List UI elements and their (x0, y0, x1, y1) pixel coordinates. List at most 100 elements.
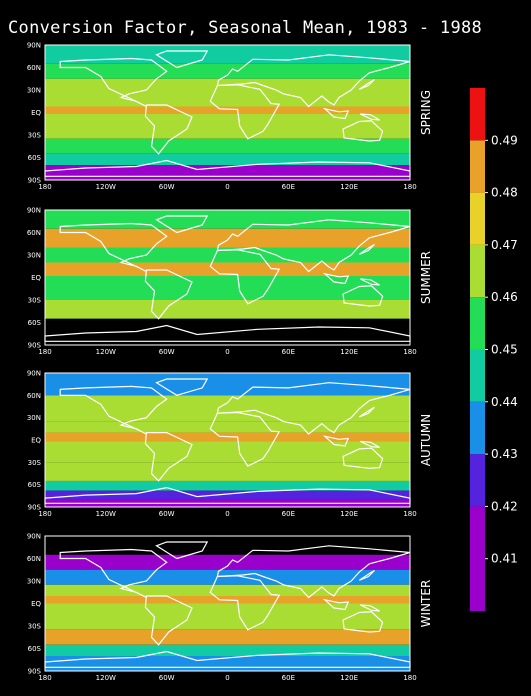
colorbar-label: 0.48 (491, 186, 518, 200)
coastline (358, 406, 375, 418)
coastline (59, 385, 168, 435)
zonal-band (45, 569, 410, 585)
y-tick-label: 90N (27, 370, 41, 378)
colorbar-segment (470, 454, 485, 507)
coastline (144, 432, 193, 482)
season-label: WINTER (419, 580, 433, 628)
zonal-band (45, 300, 410, 319)
zonal-band (45, 114, 410, 139)
y-tick-label: 60N (27, 64, 41, 72)
colorbar-label: 0.42 (491, 499, 518, 513)
coastline (44, 159, 411, 177)
y-tick-label: 90S (28, 504, 42, 512)
zonal-band (45, 276, 410, 300)
coastline (144, 269, 193, 320)
zonal-band (45, 78, 410, 98)
chart-title: Conversion Factor, Seasonal Mean, 1983 -… (8, 18, 483, 38)
y-tick-label: 60S (28, 154, 42, 162)
coastline (59, 548, 168, 599)
y-tick-label: 30S (28, 132, 42, 140)
x-tick-label: 60E (282, 183, 295, 191)
zonal-band (45, 247, 410, 263)
x-tick-label: 120W (96, 674, 116, 682)
zonal-band (45, 373, 410, 396)
x-tick-label: 0 (225, 183, 229, 191)
map-frame (44, 372, 411, 508)
zonal-band (45, 490, 410, 500)
map-frame (44, 535, 411, 672)
x-tick-label: 0 (225, 348, 229, 356)
x-tick-label: 180 (403, 348, 416, 356)
coastline (322, 435, 350, 447)
map-frame (44, 209, 411, 346)
x-tick-label: 60E (282, 674, 295, 682)
x-tick-label: 180 (38, 510, 51, 518)
y-tick-label: 90N (27, 42, 41, 50)
x-tick-label: 120E (340, 348, 358, 356)
coastline (216, 382, 411, 435)
coastline (360, 440, 380, 448)
y-tick-label: 30N (27, 87, 41, 95)
y-tick-label: 30S (28, 623, 42, 631)
colorbar-label: 0.41 (491, 552, 518, 566)
y-tick-label: 90S (28, 668, 42, 676)
y-tick-label: EQ (31, 109, 41, 117)
zonal-band (45, 153, 410, 165)
coastline (44, 486, 411, 504)
zonal-band (45, 210, 410, 229)
x-tick-label: 120E (340, 510, 358, 518)
colorbar-segment (470, 244, 485, 298)
coastline (209, 249, 281, 305)
y-tick-label: 60N (27, 392, 41, 400)
coastline (358, 243, 375, 255)
x-tick-label: 120E (340, 183, 358, 191)
coastline (44, 324, 411, 342)
colorbar-label: 0.49 (491, 133, 518, 147)
zonal-band (45, 106, 410, 114)
zonal-band (45, 554, 410, 570)
x-tick-label: 180 (38, 674, 51, 682)
coastline (59, 57, 168, 108)
map-frame (44, 44, 411, 181)
season-label: SPRING (419, 90, 433, 135)
coastline (155, 215, 209, 234)
x-tick-label: 60E (282, 348, 295, 356)
zonal-band (45, 45, 410, 64)
zonal-band (45, 629, 410, 645)
zonal-band (45, 644, 410, 656)
coastline (44, 650, 411, 668)
coastline (144, 595, 193, 646)
y-tick-label: EQ (31, 600, 41, 608)
colorbar-segment (470, 297, 485, 350)
y-tick-label: 30S (28, 297, 42, 305)
coastline (155, 378, 209, 396)
x-tick-label: 60E (282, 510, 295, 518)
season-label: SUMMER (419, 251, 433, 304)
y-tick-label: 60S (28, 319, 42, 327)
x-tick-label: 120W (96, 183, 116, 191)
coastline (322, 107, 350, 120)
x-tick-label: 0 (225, 674, 229, 682)
y-tick-label: 90S (28, 342, 42, 350)
colorbar-segment (470, 140, 485, 193)
y-tick-label: 30N (27, 252, 41, 260)
y-tick-label: 60N (27, 229, 41, 237)
x-tick-label: 60W (159, 348, 175, 356)
colorbar-label: 0.46 (491, 290, 518, 304)
y-tick-label: 90N (27, 533, 41, 541)
coastline (216, 54, 411, 108)
coastline (342, 611, 384, 633)
colorbar-segment (470, 506, 485, 611)
y-tick-label: 30N (27, 578, 41, 586)
y-tick-label: 30N (27, 414, 41, 422)
colorbar-segment (470, 349, 485, 402)
colorbar: 0.49 0.48 0.47 0.46 0.45 0.44 0.43 0.42 0.41 (470, 88, 518, 611)
coastline (209, 84, 281, 140)
zonal-band (45, 228, 410, 248)
coastline (342, 285, 384, 307)
coastline (216, 545, 411, 599)
coastline (144, 104, 193, 155)
